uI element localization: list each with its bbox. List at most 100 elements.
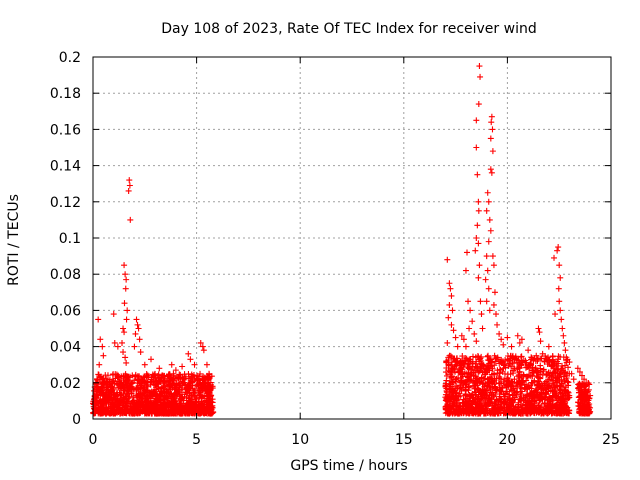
data-point (123, 398, 130, 405)
y-tick-label: 0.16 (50, 122, 81, 138)
data-point (183, 400, 190, 407)
data-point (472, 382, 479, 389)
data-point (498, 396, 505, 403)
data-point (101, 395, 108, 402)
data-point (536, 380, 543, 387)
data-point (152, 398, 159, 405)
data-point (453, 375, 460, 382)
data-point (191, 361, 198, 368)
data-point (488, 113, 495, 120)
data-point (518, 353, 525, 360)
data-point (456, 390, 463, 397)
data-point (485, 238, 492, 245)
data-point (446, 301, 453, 308)
data-point (100, 402, 107, 409)
data-point (509, 392, 516, 399)
data-point (528, 401, 535, 408)
data-point (123, 359, 130, 366)
data-point (122, 384, 129, 391)
data-point (467, 405, 474, 412)
data-point (192, 386, 199, 393)
data-point (158, 407, 165, 414)
data-point (502, 364, 509, 371)
data-point (457, 374, 464, 381)
data-point (125, 380, 132, 387)
data-point (122, 354, 129, 361)
data-point (152, 376, 159, 383)
data-point (136, 336, 143, 343)
data-point (148, 374, 155, 381)
data-point (494, 356, 501, 363)
data-point (456, 365, 463, 372)
data-point (160, 389, 167, 396)
data-point (523, 392, 530, 399)
data-point (533, 405, 540, 412)
data-point (560, 406, 567, 413)
data-point (187, 379, 194, 386)
data-point (489, 253, 496, 260)
data-point (547, 369, 554, 376)
data-point (562, 347, 569, 354)
data-point (555, 285, 562, 292)
data-point (121, 329, 128, 336)
data-point (200, 410, 207, 417)
data-point (557, 405, 564, 412)
data-point (576, 368, 583, 375)
data-point (99, 384, 106, 391)
data-point (466, 325, 473, 332)
data-point (151, 410, 158, 417)
data-point (452, 358, 459, 365)
data-point (504, 375, 511, 382)
data-point (516, 396, 523, 403)
data-point (462, 267, 469, 274)
data-point (467, 307, 474, 314)
data-point (126, 182, 133, 189)
data-point (94, 407, 101, 414)
data-point (484, 189, 491, 196)
data-point (90, 387, 97, 394)
data-point (472, 247, 479, 254)
data-point (114, 343, 121, 350)
data-point (133, 316, 140, 323)
data-point (532, 358, 539, 365)
data-point (498, 336, 505, 343)
data-point (482, 276, 489, 283)
data-point (508, 380, 515, 387)
data-point (493, 375, 500, 382)
data-point (96, 361, 103, 368)
data-point (161, 399, 168, 406)
data-point (503, 380, 510, 387)
data-point (464, 364, 471, 371)
data-point (178, 410, 185, 417)
data-point (501, 395, 508, 402)
data-point (93, 393, 100, 400)
data-point (148, 356, 155, 363)
data-point (171, 409, 178, 416)
data-point (488, 169, 495, 176)
data-point (539, 371, 546, 378)
data-point (207, 404, 214, 411)
data-point (506, 396, 513, 403)
data-point (129, 379, 136, 386)
data-point (562, 369, 569, 376)
data-point (474, 171, 481, 178)
data-point (203, 400, 210, 407)
data-point (122, 285, 129, 292)
data-point (506, 380, 513, 387)
data-point (455, 360, 462, 367)
data-point (493, 311, 500, 318)
data-point (469, 353, 476, 360)
data-point (483, 387, 490, 394)
data-point (444, 409, 451, 416)
data-point (522, 397, 529, 404)
data-point (191, 404, 198, 411)
data-point (97, 336, 104, 343)
data-point (577, 388, 584, 395)
data-point (518, 391, 525, 398)
data-point (508, 402, 515, 409)
data-point (117, 386, 124, 393)
data-point (545, 343, 552, 350)
data-point (489, 365, 496, 372)
data-point (449, 307, 456, 314)
data-point (583, 389, 590, 396)
